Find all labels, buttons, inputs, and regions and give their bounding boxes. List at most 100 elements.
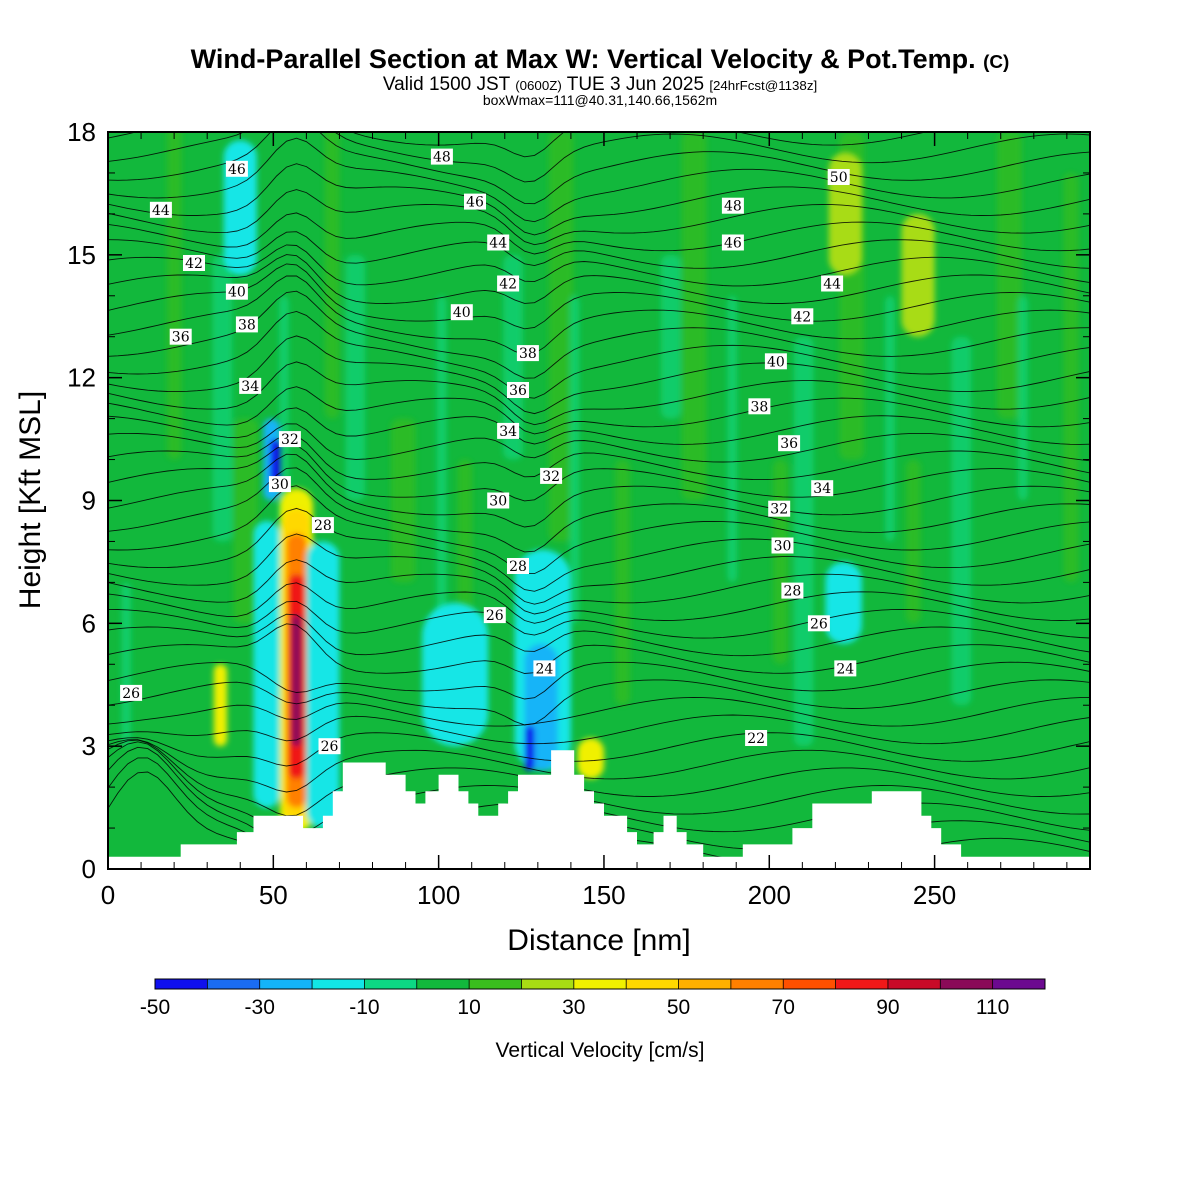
contour-label-box — [821, 275, 844, 292]
contour-label: 28 — [311, 517, 334, 534]
contour-label: 40 — [225, 283, 248, 301]
theta-line — [108, 163, 1090, 236]
w-feature — [253, 520, 280, 808]
theta-line — [108, 453, 1090, 528]
contour-label-text: 30 — [774, 539, 792, 555]
w-feature — [901, 213, 935, 337]
contour-label-box — [721, 234, 744, 251]
contour-label-box — [764, 353, 787, 370]
contour-label-text: 42 — [499, 277, 517, 293]
contour-label: 50 — [827, 169, 850, 186]
texture-streak — [727, 295, 738, 583]
theta-line — [108, 335, 1090, 415]
theta-line — [108, 263, 1090, 330]
theta-line — [108, 443, 1090, 502]
theta-line — [108, 661, 1090, 700]
contour-label-box — [745, 730, 768, 746]
contour-label: 24 — [533, 660, 556, 677]
contour-label: 30 — [487, 492, 510, 510]
contour-label: 32 — [768, 500, 791, 518]
chart-subtitle: Valid 1500 JST (0600Z) TUE 3 Jun 2025 [2… — [382, 74, 818, 95]
contour-label-box — [778, 435, 801, 452]
theta-line — [108, 212, 1090, 255]
x-tick-label: 100 — [417, 880, 460, 910]
theta-line — [108, 137, 1090, 223]
contour-label: 42 — [791, 308, 814, 325]
contour-label-text: 26 — [122, 686, 140, 702]
colorbar-swatch — [887, 979, 941, 989]
contour-label: 22 — [745, 730, 768, 747]
theta-line — [108, 275, 1090, 356]
contour-label: 34 — [239, 377, 262, 395]
contour-label-box — [120, 684, 143, 701]
colorbar-tick-label: 110 — [976, 996, 1009, 1019]
contour-label-text: 40 — [767, 354, 785, 370]
theta-line — [108, 311, 1090, 399]
colorbar-tick-label: 30 — [562, 996, 585, 1019]
contour-label-text: 48 — [433, 150, 451, 166]
w-feature — [291, 615, 302, 747]
colorbar-title: Vertical Velocity [cm/s] — [496, 1039, 705, 1062]
w-feature — [524, 725, 535, 771]
theta-line — [108, 407, 1090, 445]
contour-label-box — [497, 275, 520, 292]
contour-label-box — [497, 422, 520, 439]
contour-label-box — [464, 193, 486, 210]
contour-label-text: 38 — [238, 317, 256, 333]
colorbar-swatch — [364, 979, 417, 989]
theta-line — [108, 485, 1090, 575]
colorbar-tick-label: 10 — [457, 996, 480, 1019]
colorbar-swatch — [678, 979, 731, 989]
theta-contour-labels: 26 26 26 26 24 24 22 28 28 28 30 30 30 32 32 32 34 34 34 36… — [120, 148, 857, 755]
contour-label-box — [811, 480, 834, 497]
contour-label: 46 — [464, 193, 486, 211]
copyright-mark: (C) — [983, 52, 1010, 73]
theta-line — [108, 559, 1090, 615]
contour-label-box — [483, 607, 506, 624]
contour-label-box — [450, 304, 473, 321]
theta-line — [108, 189, 1090, 246]
contour-label-text: 26 — [321, 739, 339, 755]
theta-line — [108, 600, 1090, 639]
y-tick-label: 6 — [82, 608, 96, 638]
contour-label: 26 — [483, 607, 506, 624]
colorbar-swatch — [940, 979, 993, 989]
contour-label-text: 46 — [466, 195, 484, 211]
colorbar-tick-label: -30 — [245, 996, 275, 1019]
contour-label-text: 40 — [453, 305, 471, 321]
theta-line — [108, 254, 1090, 304]
contour-label-box — [748, 398, 771, 415]
contour-label-box — [533, 660, 556, 677]
x-tick-label: 200 — [748, 880, 791, 910]
chart-info-line: boxWmax=111@40.31,140.66,1562m — [482, 92, 718, 108]
contour-label-box — [781, 582, 804, 599]
contour-label-text: 28 — [783, 584, 801, 600]
contour-label-box — [169, 328, 192, 345]
theta-line — [108, 732, 1090, 767]
contour-label: 30 — [268, 476, 291, 493]
contour-label: 34 — [497, 422, 520, 440]
contour-label-text: 34 — [499, 424, 517, 440]
theta-line — [108, 386, 1090, 435]
w-feature — [577, 737, 604, 779]
contour-label-text: 40 — [228, 285, 246, 301]
contour-label-text: 34 — [813, 481, 831, 497]
contour-label-box — [487, 492, 510, 509]
w-feature — [422, 602, 489, 747]
colorbar-swatch — [469, 979, 522, 989]
contour-label-text: 36 — [780, 436, 798, 452]
colorbar-swatch — [626, 979, 679, 989]
x-tick-label: 0 — [101, 880, 115, 910]
colorbar-tick-label: 70 — [772, 996, 795, 1019]
y-tick-label: 0 — [82, 854, 96, 884]
contour-label-box — [268, 476, 291, 493]
contour-label-text: 42 — [185, 256, 203, 272]
theta-line — [108, 507, 1090, 592]
contour-label-box — [507, 382, 529, 398]
contour-label: 38 — [235, 316, 258, 333]
theta-line — [108, 132, 1090, 205]
contour-label-box — [278, 431, 301, 448]
colorbar-swatch — [521, 979, 574, 989]
contour-label: 44 — [821, 275, 844, 293]
contour-label: 36 — [778, 435, 801, 452]
